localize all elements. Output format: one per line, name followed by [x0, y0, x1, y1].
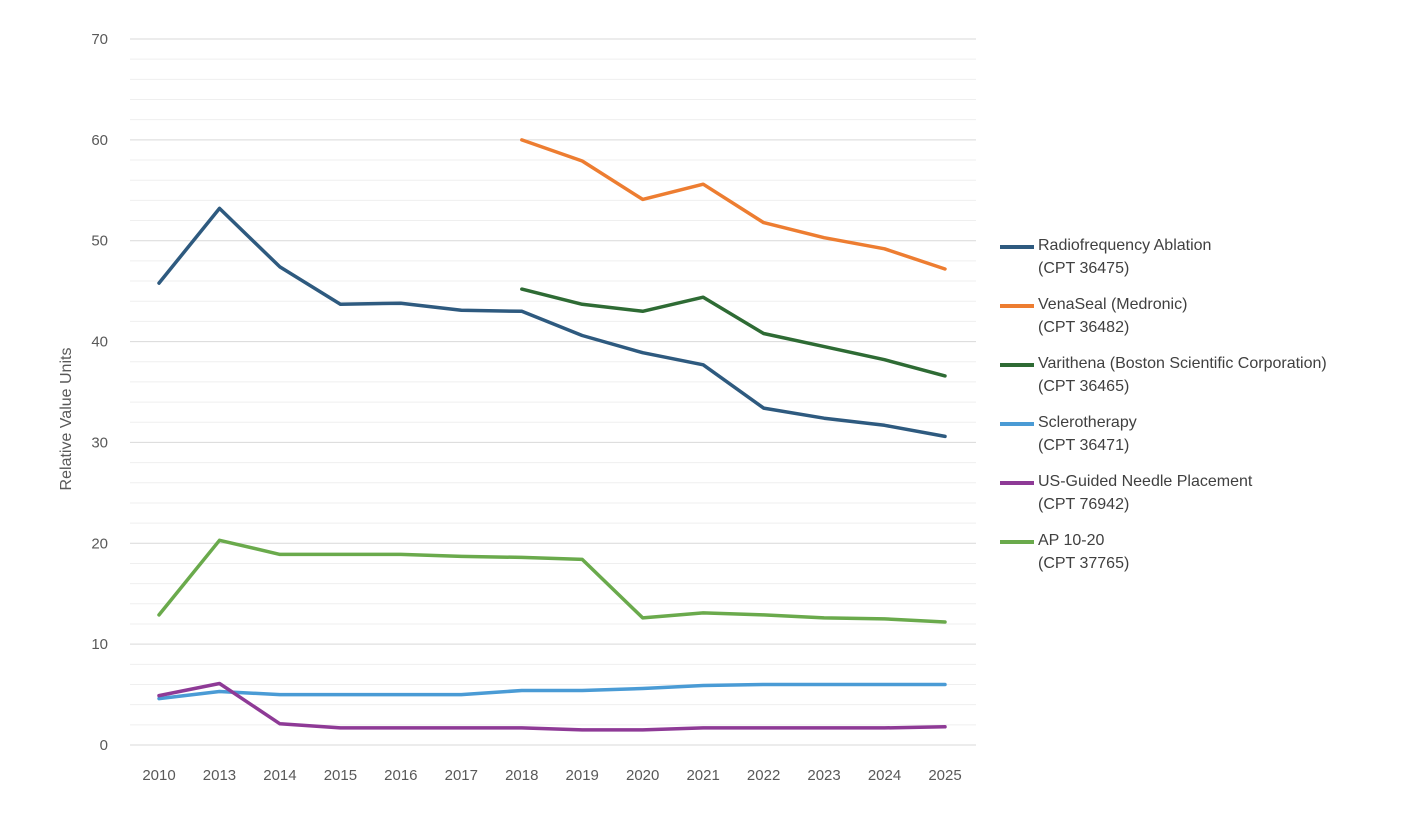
legend-swatch: [1000, 363, 1034, 367]
x-tick-label: 2022: [747, 767, 780, 784]
series-line-sclerotherapy: [157, 682, 947, 701]
legend-series-code: (CPT 76942): [1038, 496, 1130, 513]
x-tick-label: 2017: [445, 767, 478, 784]
legend-label: US-Guided Needle Placement (CPT 76942): [1038, 470, 1252, 516]
x-tick-label: 2023: [807, 767, 840, 784]
legend-series-name: Radiofrequency Ablation: [1038, 237, 1212, 254]
legend-series-name: US-Guided Needle Placement: [1038, 473, 1253, 490]
series-line-varithena-boston-scientific-corporation: [520, 287, 947, 378]
legend-swatch: [1000, 481, 1034, 485]
y-tick-label: 30: [91, 434, 108, 451]
y-tick-label: 20: [91, 535, 108, 552]
legend-series-name: VenaSeal (Medronic): [1038, 296, 1188, 313]
legend-item: Radiofrequency Ablation (CPT 36475): [1000, 234, 1412, 293]
legend: Radiofrequency Ablation (CPT 36475) VenaSe…: [1000, 234, 1412, 588]
y-tick-label: 10: [91, 636, 108, 653]
axis-ticks: 0 10 20 30 40 50 60 70 2010 2013 2014 2015 2016 2017 2…: [91, 31, 961, 784]
x-tick-label: 2013: [203, 767, 236, 784]
legend-item: Varithena (Boston Scientific Corporation…: [1000, 352, 1412, 411]
x-tick-label: 2018: [505, 767, 538, 784]
y-tick-label: 40: [91, 334, 108, 351]
legend-series-code: (CPT 36482): [1038, 319, 1130, 336]
x-tick-label: 2019: [566, 767, 599, 784]
x-tick-label: 2010: [142, 767, 175, 784]
series-line-ap-10-20: [157, 538, 947, 624]
x-tick-label: 2025: [928, 767, 961, 784]
legend-series-code: (CPT 36465): [1038, 378, 1130, 395]
legend-series-code: (CPT 36475): [1038, 260, 1130, 277]
legend-item: VenaSeal (Medronic) (CPT 36482): [1000, 293, 1412, 352]
legend-label: AP 10-20 (CPT 37765): [1038, 529, 1129, 575]
y-axis-label: Relative Value Units: [58, 348, 75, 491]
legend-swatch: [1000, 304, 1034, 308]
x-tick-label: 2024: [868, 767, 901, 784]
legend-item: AP 10-20 (CPT 37765): [1000, 529, 1412, 588]
y-tick-label: 60: [91, 132, 108, 149]
legend-item: Sclerotherapy (CPT 36471): [1000, 411, 1412, 470]
legend-series-name: Sclerotherapy: [1038, 414, 1137, 431]
legend-series-name: AP 10-20: [1038, 532, 1105, 549]
legend-label: Sclerotherapy (CPT 36471): [1038, 411, 1137, 457]
gridlines: [130, 38, 976, 746]
y-tick-label: 50: [91, 233, 108, 250]
series-line-us-guided-needle-placement: [157, 681, 947, 732]
series-line-radiofrequency-ablation: [157, 206, 947, 439]
x-tick-label: 2014: [263, 767, 296, 784]
legend-item: US-Guided Needle Placement (CPT 76942): [1000, 470, 1412, 529]
legend-swatch: [1000, 245, 1034, 249]
legend-label: Varithena (Boston Scientific Corporation…: [1038, 352, 1327, 398]
series-line-venaseal-medronic: [520, 138, 947, 271]
y-tick-label: 70: [91, 31, 108, 48]
legend-swatch: [1000, 540, 1034, 544]
legend-series-code: (CPT 36471): [1038, 437, 1130, 454]
x-tick-label: 2020: [626, 767, 659, 784]
x-tick-label: 2015: [324, 767, 357, 784]
legend-label: VenaSeal (Medronic) (CPT 36482): [1038, 293, 1187, 339]
series-lines: [157, 138, 947, 732]
legend-series-name: Varithena (Boston Scientific Corporation…: [1038, 355, 1327, 372]
x-tick-label: 2021: [686, 767, 719, 784]
y-tick-label: 0: [100, 737, 108, 754]
legend-series-code: (CPT 37765): [1038, 555, 1130, 572]
legend-swatch: [1000, 422, 1034, 426]
legend-label: Radiofrequency Ablation (CPT 36475): [1038, 234, 1211, 280]
x-tick-label: 2016: [384, 767, 417, 784]
